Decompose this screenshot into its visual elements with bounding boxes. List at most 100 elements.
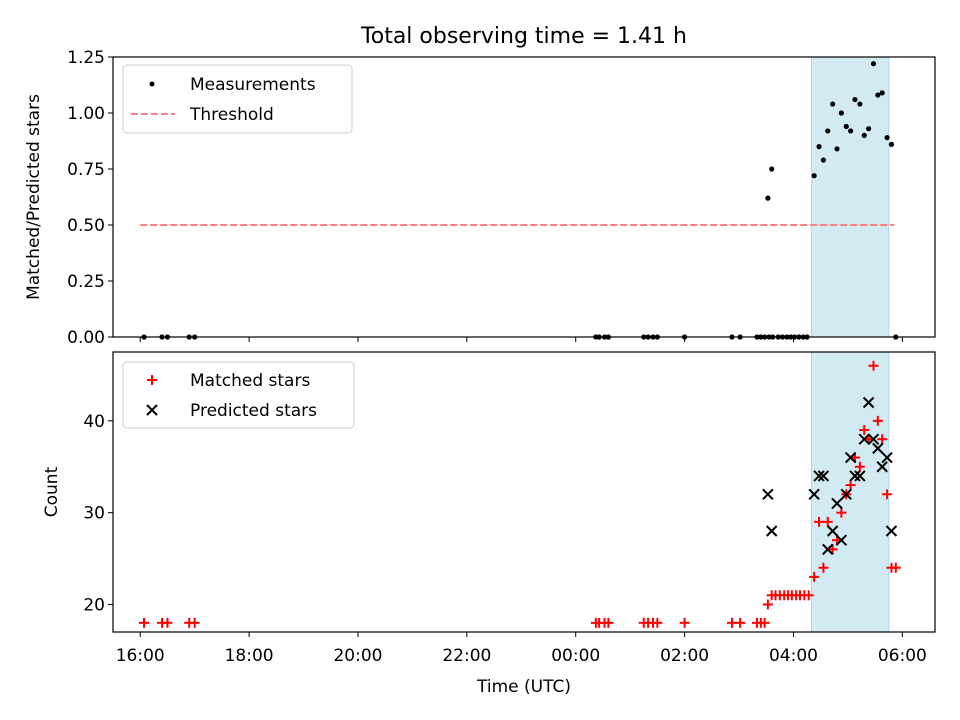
y-tick-label: 0.00: [67, 328, 105, 348]
measurement-point: [769, 166, 775, 172]
legend-x-glyph: [146, 404, 158, 416]
shaded-observing-window: [810, 351, 890, 633]
x-stroke: [876, 461, 888, 473]
x-tick-label: 18:00: [225, 646, 274, 666]
x-stroke: [762, 488, 774, 501]
matched-star-point: [845, 480, 856, 491]
x-stroke: [817, 470, 830, 482]
predicted-star-point: [881, 451, 893, 464]
predicted-star-point: [854, 470, 866, 482]
predicted-star-point: [840, 488, 852, 501]
x-stroke: [854, 470, 866, 482]
predicted-star-point: [876, 461, 888, 473]
measurement-point: [857, 101, 863, 107]
predicted-star-point: [867, 433, 880, 445]
y-tick-label: 0.25: [67, 272, 105, 292]
measurement-point: [843, 123, 849, 130]
x-stroke: [881, 451, 893, 464]
matched-star-point: [877, 434, 888, 445]
predicted-star-point: [849, 470, 861, 482]
chart-title: Total observing time = 1.41 h: [360, 24, 687, 49]
x-stroke: [765, 525, 778, 537]
y-tick-label: 30: [83, 504, 105, 524]
measurement-point: [870, 61, 877, 67]
matched-star-point: [868, 360, 879, 371]
y-tick-label: 0.50: [67, 216, 105, 236]
measurement-point: [865, 126, 872, 132]
matched-star-point: [818, 562, 829, 573]
measurement-point: [825, 128, 831, 134]
predicted-star-point: [808, 488, 820, 501]
top-panel: Total observing time = 1.41 h Matched/Pr…: [24, 24, 936, 348]
x-stroke: [849, 470, 861, 482]
matched-star-point: [836, 507, 847, 518]
x-stroke: [885, 525, 898, 537]
predicted-star-point: [872, 442, 884, 455]
measurement-point: [875, 92, 881, 98]
x-stroke: [826, 525, 839, 537]
measurement-point: [816, 144, 822, 150]
matched-star-point: [822, 516, 833, 527]
x-stroke: [872, 442, 884, 455]
predicted-star-point: [826, 525, 839, 537]
matched-star-point: [890, 562, 901, 573]
x-axis-label: Time (UTC): [476, 677, 571, 697]
matched-star-point: [679, 617, 690, 628]
x-tick-label: 04:00: [769, 646, 818, 666]
top-legend-box: [122, 64, 353, 134]
predicted-star-point: [858, 433, 870, 445]
y-tick-label: 1.00: [67, 104, 105, 124]
predicted-star-point: [885, 525, 898, 537]
bottom-y-axis-label: Count: [42, 466, 62, 517]
matched-star-point: [762, 599, 773, 610]
x-stroke: [808, 488, 820, 501]
predicted-star-point: [835, 534, 848, 546]
predicted-star-point: [822, 543, 834, 556]
x-tick-label: 06:00: [878, 646, 927, 666]
bottom-panel: Count Time (UTC) 20 30 40 16:00 18:00 20:00 2…: [42, 351, 936, 697]
x-tick-label: 02:00: [660, 646, 709, 666]
x-stroke: [840, 488, 852, 501]
top-legend: Measurements Threshold: [122, 64, 353, 134]
matched-star-point: [859, 425, 870, 436]
measurement-point: [820, 157, 827, 163]
matched-star-point: [814, 516, 825, 527]
legend-marker-matched-stars: [147, 375, 157, 385]
x-tick-label: 22:00: [442, 646, 491, 666]
matched-star-point: [827, 544, 838, 555]
measurement-point: [848, 128, 854, 134]
legend-label-threshold: Threshold: [189, 105, 274, 125]
predicted-star-point: [762, 488, 774, 501]
x-stroke: [146, 404, 158, 416]
measurement-point: [830, 101, 836, 107]
matched-star-point: [603, 617, 614, 628]
legend-marker-predicted-stars: [146, 404, 158, 416]
x-tick-label: 16:00: [116, 646, 165, 666]
x-stroke: [844, 451, 857, 464]
legend-label-measurements: Measurements: [190, 75, 316, 95]
x-tick-label: 20:00: [333, 646, 382, 666]
predicted-star-point: [765, 525, 778, 537]
matched-star-point: [809, 571, 820, 582]
matched-star-point: [162, 617, 173, 628]
legend-label-predicted-stars: Predicted stars: [190, 401, 317, 421]
measurement-point: [879, 90, 885, 96]
x-stroke: [867, 433, 880, 445]
top-y-axis-label: Matched/Predicted stars: [24, 94, 44, 300]
measurement-point: [884, 135, 890, 141]
matched-star-point: [735, 617, 746, 628]
y-tick-label: 1.25: [67, 48, 105, 68]
predicted-star-point: [844, 451, 857, 464]
x-stroke: [831, 497, 843, 510]
measurement-point: [852, 96, 858, 103]
matched-star-point: [759, 617, 770, 628]
matched-star-point: [882, 489, 893, 500]
bottom-legend-box: [122, 361, 355, 429]
top-axes-frame: [112, 56, 936, 338]
predicted-star-point: [817, 470, 830, 482]
matched-star-point: [872, 415, 883, 426]
x-stroke: [862, 396, 875, 409]
measurement-point: [765, 195, 771, 201]
measurement-point: [838, 110, 844, 116]
